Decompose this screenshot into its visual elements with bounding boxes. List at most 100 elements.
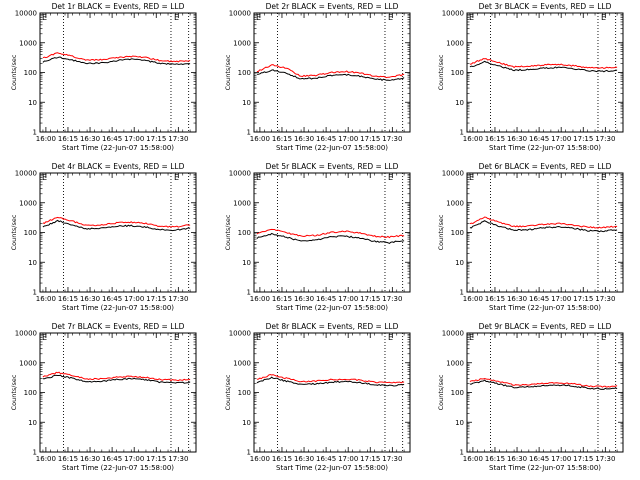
x-tick-label: 16:00: [250, 295, 270, 303]
x-tick-label: 17:00: [338, 135, 358, 143]
y-tick-label: 10: [28, 99, 37, 107]
lld-series-line: [42, 52, 191, 63]
y-tick-label: 10: [242, 99, 251, 107]
e-marker-right: E: [601, 13, 606, 22]
events-series-line: [469, 220, 618, 233]
events-series-line: [42, 219, 191, 232]
events-series-line: [256, 232, 405, 244]
y-tick-label: 1000: [446, 199, 464, 207]
y-tick-label: 1000: [19, 199, 37, 207]
e-marker-left: E: [256, 13, 261, 22]
y-tick-label: 10: [28, 419, 37, 427]
x-tick-label: 16:45: [102, 135, 122, 143]
x-tick-label: 17:00: [124, 455, 144, 463]
panel-det-7: Det 7r BLACK = Events, RED = LLD 1 10 100 10…: [10, 322, 197, 472]
events-series-line: [469, 60, 618, 73]
y-tick-label: 1000: [233, 39, 251, 47]
x-tick-label: 16:30: [80, 135, 100, 143]
panel-det-4: Det 4r BLACK = Events, RED = LLD 1 10 100 10…: [10, 162, 197, 312]
x-tick-label: 17:15: [146, 135, 166, 143]
e-marker-right: E: [174, 173, 179, 182]
y-axis-label: Counts/sec: [437, 214, 445, 250]
x-tick-label: 17:15: [573, 135, 593, 143]
x-tick-label: 17:30: [382, 135, 402, 143]
y-tick-label: 10000: [442, 10, 464, 18]
x-axis-label: Start Time (22-Jun-07 15:58:00): [276, 304, 388, 312]
e-marker-left: E: [469, 13, 474, 22]
x-tick-label: 17:00: [551, 455, 571, 463]
y-tick-label: 10: [28, 259, 37, 267]
x-tick-label: 16:15: [485, 455, 505, 463]
e-marker-right: E: [174, 13, 179, 22]
x-tick-label: 17:00: [124, 135, 144, 143]
e-marker-left: E: [256, 173, 261, 182]
y-tick-label: 10000: [442, 330, 464, 338]
panel-det-6: Det 6r BLACK = Events, RED = LLD 1 10 100 10…: [437, 162, 624, 312]
x-tick-label: 16:30: [294, 135, 314, 143]
x-tick-label: 16:15: [58, 135, 78, 143]
plot-frame: [39, 332, 197, 453]
lld-series-line: [256, 228, 405, 239]
y-tick-label: 1000: [19, 39, 37, 47]
x-tick-label: 16:45: [316, 455, 336, 463]
panel-det-3: Det 3r BLACK = Events, RED = LLD 1 10 100 10…: [437, 2, 624, 152]
x-tick-label: 17:15: [573, 295, 593, 303]
plot-frame: [466, 12, 624, 133]
plot-frame: [466, 172, 624, 293]
panel-det-5: Det 5r BLACK = Events, RED = LLD 1 10 100 10…: [224, 162, 411, 312]
y-tick-label: 100: [24, 389, 37, 397]
panel-title: Det 9r BLACK = Events, RED = LLD: [479, 322, 612, 331]
panel-det-8: Det 8r BLACK = Events, RED = LLD 1 10 100 10…: [224, 322, 411, 472]
lld-series-line: [256, 373, 405, 384]
x-tick-label: 16:00: [463, 295, 483, 303]
x-tick-label: 16:15: [485, 135, 505, 143]
x-tick-label: 17:30: [595, 455, 615, 463]
x-axis-label: Start Time (22-Jun-07 15:58:00): [276, 144, 388, 152]
lld-series-line: [256, 64, 405, 79]
x-axis-label: Start Time (22-Jun-07 15:58:00): [276, 464, 388, 472]
y-tick-label: 10: [455, 259, 464, 267]
x-tick-label: 17:15: [573, 455, 593, 463]
y-tick-label: 10: [242, 419, 251, 427]
x-tick-label: 17:15: [360, 295, 380, 303]
x-tick-label: 16:45: [529, 135, 549, 143]
x-tick-label: 16:15: [272, 135, 292, 143]
x-tick-label: 16:45: [529, 295, 549, 303]
y-tick-label: 100: [24, 229, 37, 237]
events-series-line: [469, 379, 618, 390]
x-axis-label: Start Time (22-Jun-07 15:58:00): [62, 304, 174, 312]
panel-title: Det 3r BLACK = Events, RED = LLD: [479, 2, 612, 11]
y-tick-label: 10000: [15, 330, 37, 338]
y-tick-label: 10000: [229, 170, 251, 178]
x-tick-label: 17:00: [551, 295, 571, 303]
e-marker-left: E: [42, 13, 47, 22]
x-tick-label: 16:30: [507, 295, 527, 303]
x-tick-label: 16:45: [316, 295, 336, 303]
x-axis-label: Start Time (22-Jun-07 15:58:00): [62, 144, 174, 152]
x-axis-label: Start Time (22-Jun-07 15:58:00): [489, 144, 601, 152]
y-tick-label: 100: [451, 389, 464, 397]
x-tick-label: 17:15: [146, 295, 166, 303]
x-tick-label: 17:30: [168, 455, 188, 463]
events-series-line: [42, 374, 191, 384]
y-tick-label: 1: [460, 449, 464, 457]
y-tick-label: 1000: [19, 359, 37, 367]
x-axis-label: Start Time (22-Jun-07 15:58:00): [489, 464, 601, 472]
x-tick-label: 16:30: [80, 295, 100, 303]
y-tick-label: 10: [455, 99, 464, 107]
panel-title: Det 8r BLACK = Events, RED = LLD: [266, 322, 399, 331]
y-tick-label: 1: [247, 289, 251, 297]
y-tick-label: 1: [460, 289, 464, 297]
y-tick-label: 10000: [229, 330, 251, 338]
x-tick-label: 16:45: [102, 455, 122, 463]
y-tick-label: 100: [238, 229, 251, 237]
lld-series-line: [469, 58, 618, 70]
y-axis-label: Counts/sec: [437, 54, 445, 90]
x-axis-label: Start Time (22-Jun-07 15:58:00): [62, 464, 174, 472]
plot-frame: [253, 172, 411, 293]
y-tick-label: 1: [247, 449, 251, 457]
y-tick-label: 100: [238, 389, 251, 397]
x-tick-label: 16:15: [272, 455, 292, 463]
y-tick-label: 100: [24, 69, 37, 77]
y-axis-label: Counts/sec: [224, 54, 232, 90]
